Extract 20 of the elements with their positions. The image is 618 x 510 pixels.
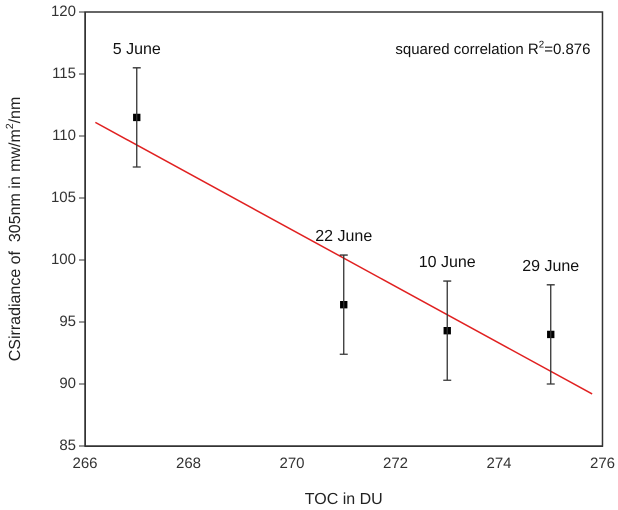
x-axis-title: TOC in DU xyxy=(304,491,383,508)
x-tick-label: 270 xyxy=(279,455,305,472)
x-tick-label: 276 xyxy=(590,455,615,472)
x-tick-label: 272 xyxy=(382,455,408,472)
y-tick-label: 105 xyxy=(50,189,76,206)
x-tick-label: 266 xyxy=(72,455,98,472)
annotation: 10 June xyxy=(418,254,476,272)
x-tick-label: 274 xyxy=(486,455,512,472)
y-tick-label: 110 xyxy=(52,127,76,144)
y-tick-label: 85 xyxy=(59,437,76,454)
annotation: 5 June xyxy=(112,40,161,58)
annotation: 29 June xyxy=(522,258,580,275)
annotation: 22 June xyxy=(315,228,372,246)
y-tick-label: 90 xyxy=(59,375,76,392)
y-axis-title: CSirradiance of 305nm in mw/m2/nm xyxy=(4,96,24,362)
y-tick-label: 120 xyxy=(50,3,76,20)
x-tick-label: 268 xyxy=(176,455,202,472)
y-tick-label: 95 xyxy=(59,313,76,330)
y-tick-label: 100 xyxy=(50,251,76,268)
y-tick-label: 115 xyxy=(52,65,76,82)
